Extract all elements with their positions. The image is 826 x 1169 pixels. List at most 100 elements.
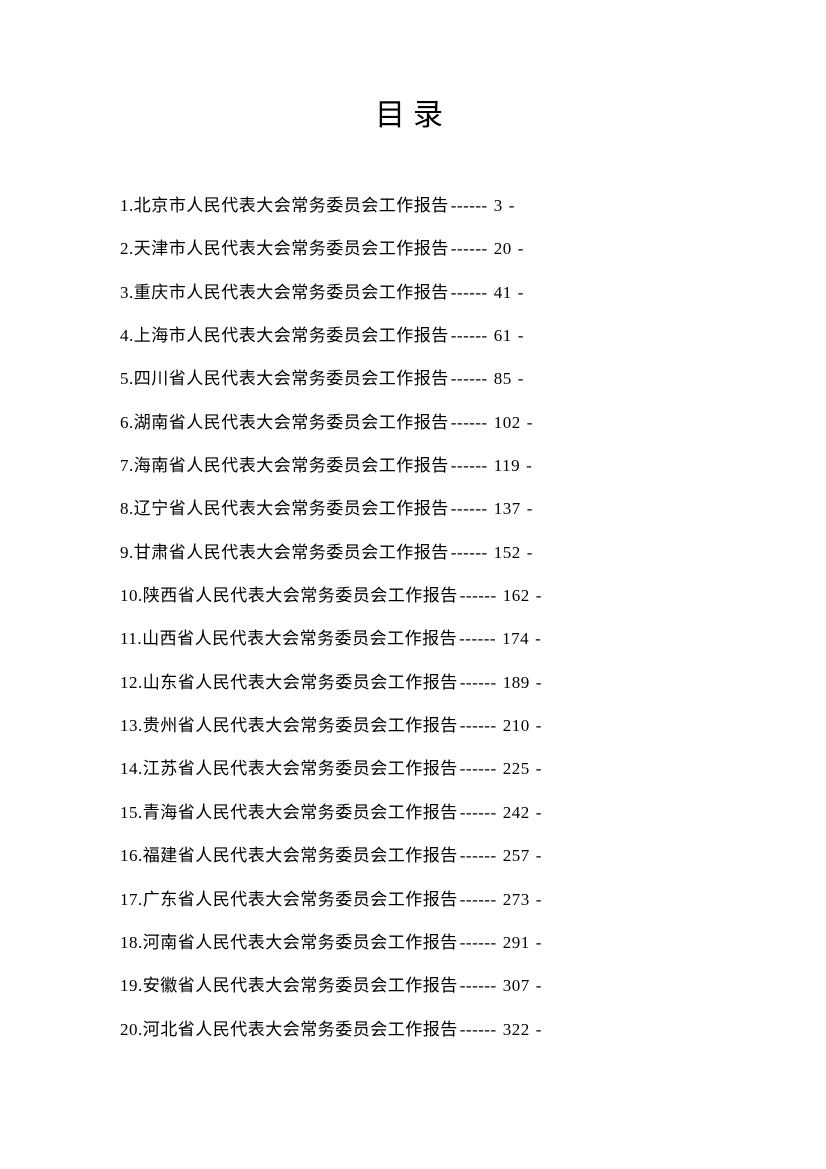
toc-entry-label: 20.河北省人民代表大会常务委员会工作报告	[120, 1020, 458, 1039]
toc-entry-label: 3.重庆市人民代表大会常务委员会工作报告	[120, 283, 449, 302]
toc-entry: 13.贵州省人民代表大会常务委员会工作报告------ 210-	[120, 704, 726, 747]
toc-trail: -	[535, 629, 541, 648]
page-title: 目录	[0, 90, 826, 134]
toc-leader: ------	[459, 629, 496, 648]
toc-trail: -	[536, 716, 542, 735]
toc-entry: 6.湖南省人民代表大会常务委员会工作报告------ 102-	[120, 401, 726, 444]
toc-entry: 15.青海省人民代表大会常务委员会工作报告------ 242-	[120, 791, 726, 834]
toc-entry: 8.辽宁省人民代表大会常务委员会工作报告------ 137-	[120, 487, 726, 530]
toc-entry-label: 1.北京市人民代表大会常务委员会工作报告	[120, 196, 449, 215]
toc-entry-label: 14.江苏省人民代表大会常务委员会工作报告	[120, 759, 458, 778]
toc-entry-label: 5.四川省人民代表大会常务委员会工作报告	[120, 369, 449, 388]
toc-leader: ------	[460, 673, 497, 692]
toc-trail: -	[536, 803, 542, 822]
toc-trail: -	[536, 673, 542, 692]
toc-page-number: 152	[494, 543, 521, 562]
toc-page-number: 20	[494, 239, 512, 258]
toc-entry-label: 9.甘肃省人民代表大会常务委员会工作报告	[120, 543, 449, 562]
toc-entry: 3.重庆市人民代表大会常务委员会工作报告------ 41-	[120, 271, 726, 314]
toc-page-number: 119	[494, 456, 520, 475]
toc-entry: 19.安徽省人民代表大会常务委员会工作报告------ 307-	[120, 964, 726, 1007]
toc-leader: ------	[460, 716, 497, 735]
toc-entry: 10.陕西省人民代表大会常务委员会工作报告------162-	[120, 574, 726, 617]
toc-leader: ------	[460, 846, 497, 865]
toc-trail: -	[518, 369, 524, 388]
toc-trail: -	[518, 239, 524, 258]
toc-entry-label: 7.海南省人民代表大会常务委员会工作报告	[120, 456, 449, 475]
toc-trail: -	[536, 759, 542, 778]
toc-leader: ------	[460, 933, 497, 952]
toc-page-number: 291	[503, 933, 530, 952]
toc-entry: 16.福建省人民代表大会常务委员会工作报告------ 257-	[120, 834, 726, 877]
toc-page-number: 162	[503, 586, 530, 605]
toc-entry-label: 16.福建省人民代表大会常务委员会工作报告	[120, 846, 458, 865]
toc-trail: -	[518, 326, 524, 345]
toc-page-number: 61	[494, 326, 512, 345]
toc-entry: 2.天津市人民代表大会常务委员会工作报告------ 20-	[120, 227, 726, 270]
toc-trail: -	[536, 1020, 542, 1039]
toc-trail: -	[527, 413, 533, 432]
toc-trail: -	[509, 196, 515, 215]
toc-trail: -	[518, 283, 524, 302]
toc-trail: -	[527, 543, 533, 562]
toc-page-number: 210	[503, 716, 530, 735]
toc-page-number: 174	[502, 629, 529, 648]
toc-leader: ------	[460, 976, 497, 995]
toc-page-number: 189	[503, 673, 530, 692]
toc-entry-label: 6.湖南省人民代表大会常务委员会工作报告	[120, 413, 449, 432]
toc-page-number: 102	[494, 413, 521, 432]
toc-entry-label: 18.河南省人民代表大会常务委员会工作报告	[120, 933, 458, 952]
toc-page-number: 242	[503, 803, 530, 822]
toc-trail: -	[536, 846, 542, 865]
toc-entry: 11.山西省人民代表大会常务委员会工作报告------ 174-	[120, 617, 726, 660]
toc-entry-label: 4.上海市人民代表大会常务委员会工作报告	[120, 326, 449, 345]
toc-page-number: 85	[494, 369, 512, 388]
toc-entry-label: 2.天津市人民代表大会常务委员会工作报告	[120, 239, 449, 258]
toc-leader: ------	[451, 499, 488, 518]
toc-leader: ------	[451, 456, 488, 475]
toc-entry: 12.山东省人民代表大会常务委员会工作报告------ 189-	[120, 661, 726, 704]
toc-page-number: 137	[494, 499, 521, 518]
toc-page-number: 273	[503, 890, 530, 909]
toc-page-number: 322	[503, 1020, 530, 1039]
toc-trail: -	[536, 586, 542, 605]
toc-entry: 7.海南省人民代表大会常务委员会工作报告------ 119-	[120, 444, 726, 487]
toc-leader: ------	[451, 283, 488, 302]
toc-list: 1.北京市人民代表大会常务委员会工作报告------3-2.天津市人民代表大会常…	[0, 184, 826, 1051]
toc-leader: ------	[460, 1020, 497, 1039]
toc-entry: 1.北京市人民代表大会常务委员会工作报告------ 3-	[120, 184, 726, 227]
toc-leader: ------	[451, 239, 488, 258]
toc-trail: -	[536, 890, 542, 909]
toc-entry-label: 11.山西省人民代表大会常务委员会工作报告	[120, 629, 457, 648]
toc-page-number: 307	[503, 976, 530, 995]
toc-entry: 18.河南省人民代表大会常务委员会工作报告------ 291-	[120, 921, 726, 964]
toc-entry-label: 8.辽宁省人民代表大会常务委员会工作报告	[120, 499, 449, 518]
toc-leader: ------	[451, 326, 488, 345]
toc-entry-label: 13.贵州省人民代表大会常务委员会工作报告	[120, 716, 458, 735]
toc-trail: -	[526, 456, 532, 475]
toc-entry-label: 15.青海省人民代表大会常务委员会工作报告	[120, 803, 458, 822]
toc-page-number: 41	[494, 283, 512, 302]
toc-entry: 20.河北省人民代表大会常务委员会工作报告------ 322-	[120, 1008, 726, 1051]
toc-page-number: 225	[503, 759, 530, 778]
toc-entry: 5.四川省人民代表大会常务委员会工作报告------85-	[120, 357, 726, 400]
toc-leader: ------	[451, 196, 488, 215]
toc-leader: ------	[460, 803, 497, 822]
toc-entry-label: 19.安徽省人民代表大会常务委员会工作报告	[120, 976, 458, 995]
toc-trail: -	[536, 933, 542, 952]
toc-trail: -	[527, 499, 533, 518]
toc-page-number: 257	[503, 846, 530, 865]
toc-entry: 4.上海市人民代表大会常务委员会工作报告------ 61-	[120, 314, 726, 357]
toc-entry: 9.甘肃省人民代表大会常务委员会工作报告------ 152-	[120, 531, 726, 574]
toc-leader: ------	[460, 890, 497, 909]
toc-entry: 14.江苏省人民代表大会常务委员会工作报告------ 225-	[120, 747, 726, 790]
toc-page-number: 3	[494, 196, 503, 215]
toc-entry-label: 12.山东省人民代表大会常务委员会工作报告	[120, 673, 458, 692]
toc-leader: ------	[460, 759, 497, 778]
toc-leader: ------	[451, 413, 488, 432]
toc-entry-label: 17.广东省人民代表大会常务委员会工作报告	[120, 890, 458, 909]
toc-entry: 17.广东省人民代表大会常务委员会工作报告------ 273-	[120, 878, 726, 921]
toc-leader: ------	[451, 543, 488, 562]
toc-trail: -	[536, 976, 542, 995]
toc-entry-label: 10.陕西省人民代表大会常务委员会工作报告	[120, 586, 458, 605]
